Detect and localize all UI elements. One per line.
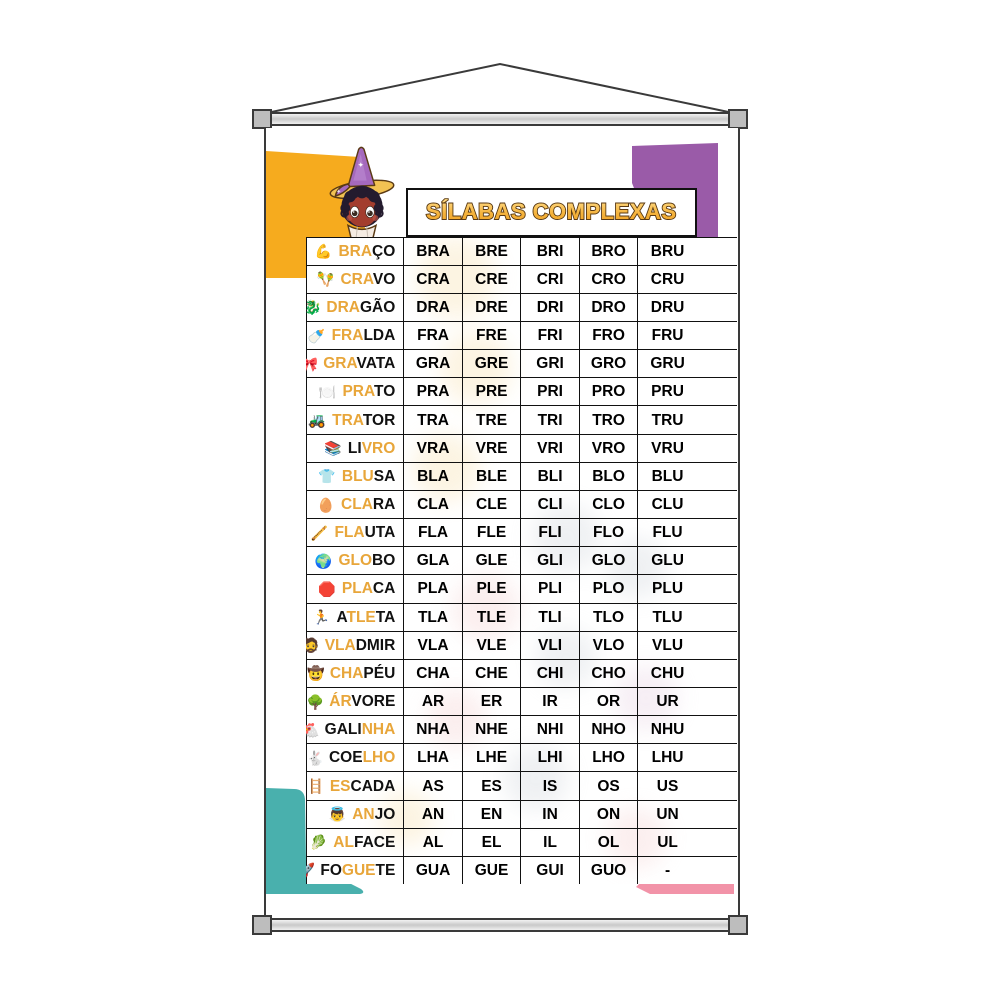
svg-text:✦: ✦: [358, 160, 364, 169]
svg-text:✦: ✦: [336, 188, 341, 195]
